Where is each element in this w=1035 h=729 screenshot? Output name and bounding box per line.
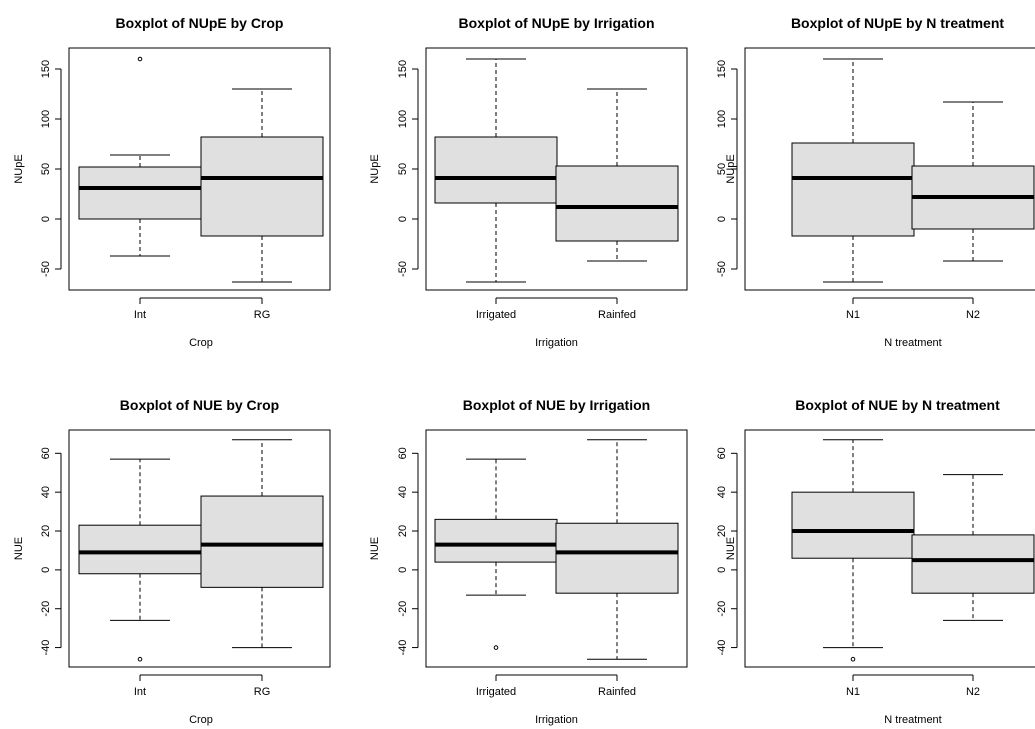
- chart-panel: Boxplot of NUpE by Irrigation -50 0 50 100 15…: [369, 15, 688, 349]
- plot-frame: [68, 47, 331, 291]
- chart-panel: Boxplot of NUpE by Crop -50 0 50 100 150 NUpE I…: [13, 15, 331, 349]
- outlier-point: [850, 656, 856, 662]
- box-iqr: [434, 136, 558, 204]
- y-tick-label: 100: [716, 110, 728, 128]
- plot-frame: [744, 47, 1035, 291]
- x-tick-label: N2: [966, 686, 980, 698]
- box-iqr: [555, 165, 679, 242]
- plot-frame: [68, 429, 331, 668]
- y-tick-label: -40: [397, 640, 409, 656]
- y-tick-label: 50: [40, 163, 52, 175]
- x-tick-label: RG: [254, 686, 271, 698]
- x-tick-label: Int: [134, 309, 146, 321]
- y-tick-label: 20: [40, 525, 52, 537]
- y-tick-label: 60: [716, 447, 728, 459]
- x-axis-label: Irrigation: [535, 337, 578, 349]
- chart-panel: Boxplot of NUE by N treatment -40 -20 0 20 40…: [716, 397, 1035, 726]
- x-tick-label: Int: [134, 686, 146, 698]
- x-tick-label: N1: [846, 686, 860, 698]
- chart-panel: Boxplot of NUpE by N treatment -50 0 50 100 1…: [716, 15, 1035, 349]
- y-tick-label: -50: [716, 261, 728, 277]
- chart-panel: Boxplot of NUE by Irrigation -40 -20 0 20 40 6…: [369, 397, 688, 726]
- y-tick-label: -50: [40, 261, 52, 277]
- y-tick-label: 0: [397, 567, 409, 573]
- y-tick-label: -20: [40, 601, 52, 617]
- outlier-point: [137, 56, 143, 62]
- y-tick-label: 0: [716, 567, 728, 573]
- chart-title: Boxplot of NUE by Irrigation: [463, 397, 650, 413]
- y-axis-label: NUE: [725, 537, 737, 560]
- x-tick-label: Irrigated: [476, 309, 516, 321]
- y-tick-label: 0: [716, 216, 728, 222]
- x-tick-label: N1: [846, 309, 860, 321]
- x-tick-label: Rainfed: [598, 686, 636, 698]
- x-tick-label: Rainfed: [598, 309, 636, 321]
- y-tick-label: 60: [397, 447, 409, 459]
- plot-frame: [425, 47, 688, 291]
- y-tick-label: -50: [397, 261, 409, 277]
- y-tick-label: 40: [716, 486, 728, 498]
- y-axis-label: NUE: [369, 537, 381, 560]
- x-axis-label: Crop: [189, 337, 213, 349]
- y-tick-label: -40: [40, 640, 52, 656]
- y-tick-label: -20: [397, 601, 409, 617]
- y-tick-label: 50: [716, 163, 728, 175]
- outlier-point: [493, 645, 499, 650]
- x-axis-label: Crop: [189, 714, 213, 726]
- y-tick-label: 100: [40, 110, 52, 128]
- chart-title: Boxplot of NUE by Crop: [120, 397, 279, 413]
- y-tick-label: 150: [397, 60, 409, 78]
- y-tick-label: 150: [40, 60, 52, 78]
- y-tick-label: -20: [716, 601, 728, 617]
- box-iqr: [200, 495, 324, 588]
- x-axis-label: N treatment: [884, 714, 941, 726]
- outlier-point: [137, 656, 143, 662]
- x-tick-label: RG: [254, 309, 271, 321]
- box-iqr: [911, 534, 1035, 594]
- box-iqr: [791, 491, 915, 559]
- box-iqr: [555, 522, 679, 594]
- y-tick-label: 40: [397, 486, 409, 498]
- y-tick-label: 100: [397, 110, 409, 128]
- x-tick-label: N2: [966, 309, 980, 321]
- y-axis-label: NUE: [13, 537, 25, 560]
- box-iqr: [78, 166, 202, 220]
- y-tick-label: -40: [716, 640, 728, 656]
- y-axis-label: NUpE: [369, 154, 381, 183]
- chart-title: Boxplot of NUE by N treatment: [795, 397, 1000, 413]
- y-axis-label: NUpE: [725, 154, 737, 183]
- box-iqr: [200, 136, 324, 237]
- chart-title: Boxplot of NUpE by Irrigation: [459, 15, 655, 31]
- y-tick-label: 20: [397, 525, 409, 537]
- plot-frame: [744, 429, 1035, 668]
- box-iqr: [434, 518, 558, 563]
- x-axis-label: N treatment: [884, 337, 941, 349]
- y-tick-label: 50: [397, 163, 409, 175]
- y-tick-label: 150: [716, 60, 728, 78]
- x-tick-label: Irrigated: [476, 686, 516, 698]
- box-iqr: [78, 524, 202, 575]
- y-tick-label: 40: [40, 486, 52, 498]
- x-axis-label: Irrigation: [535, 714, 578, 726]
- y-axis-label: NUpE: [13, 154, 25, 183]
- y-tick-label: 60: [40, 447, 52, 459]
- plot-frame: [425, 429, 688, 668]
- box-iqr: [791, 142, 915, 237]
- chart-panel: Boxplot of NUE by Crop -40 -20 0 20 40 60 NUE In…: [13, 397, 331, 726]
- chart-title: Boxplot of NUpE by Crop: [116, 15, 284, 31]
- y-tick-label: 0: [40, 567, 52, 573]
- chart-title: Boxplot of NUpE by N treatment: [791, 15, 1004, 31]
- y-tick-label: 0: [397, 216, 409, 222]
- y-tick-label: 0: [40, 216, 52, 222]
- y-tick-label: 20: [716, 525, 728, 537]
